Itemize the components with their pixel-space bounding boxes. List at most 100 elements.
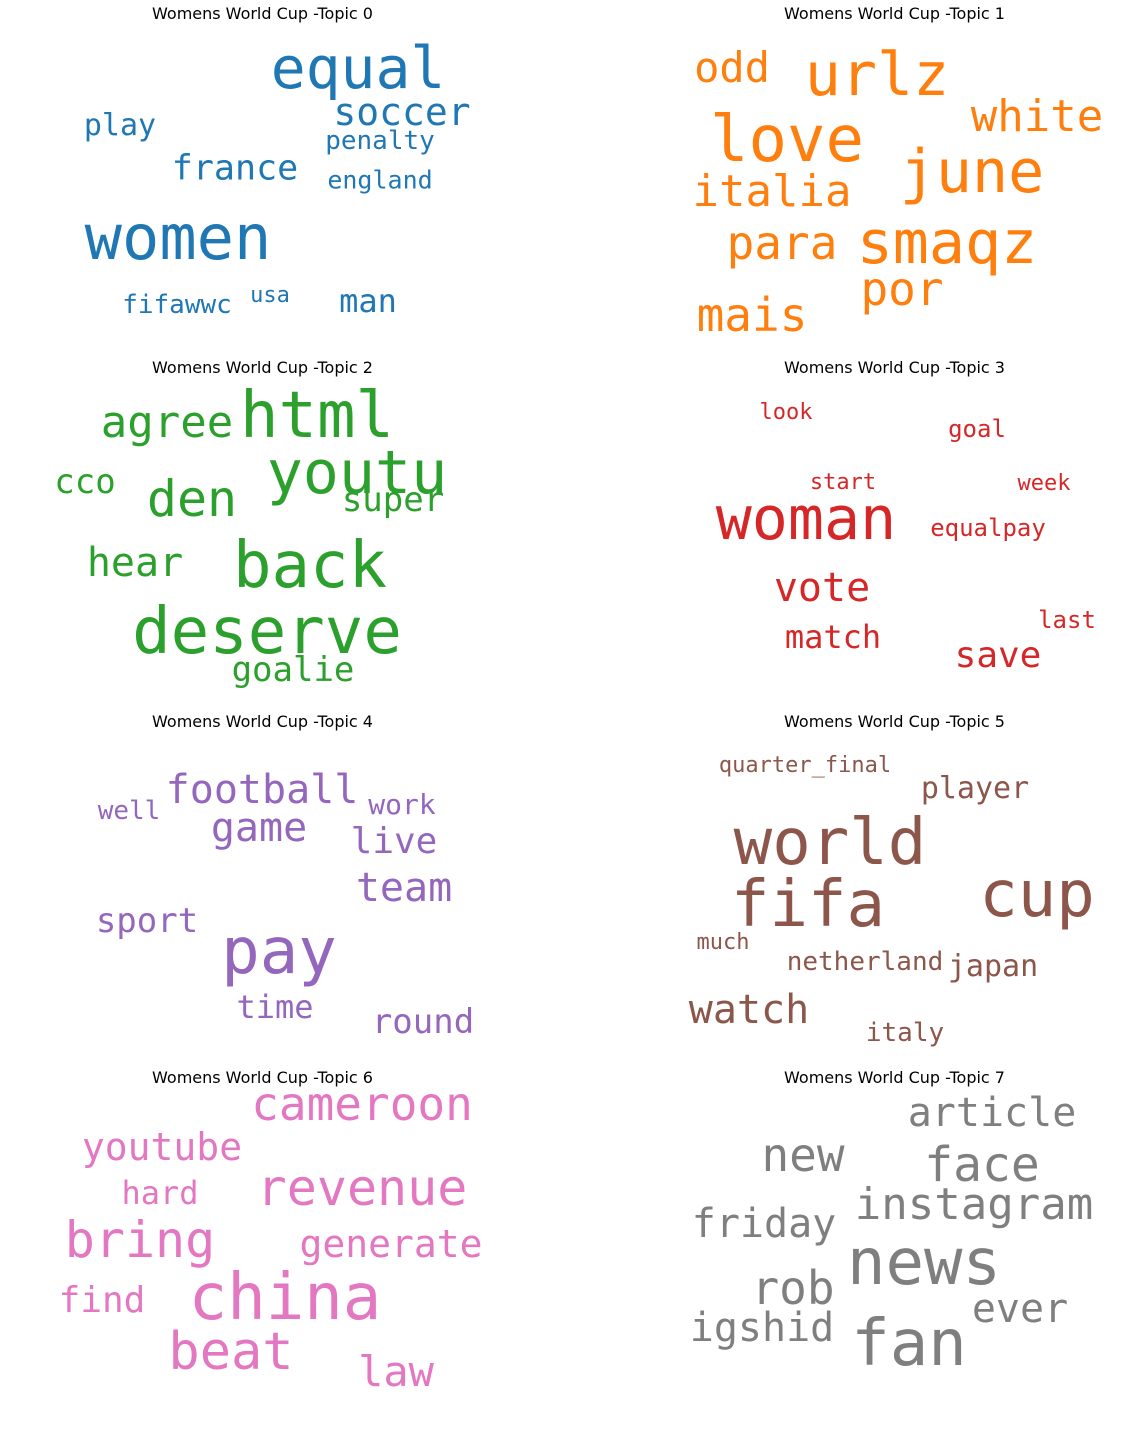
- word: china: [188, 1261, 382, 1335]
- word: odd: [694, 43, 770, 92]
- word: sport: [95, 901, 199, 941]
- word: well: [97, 796, 161, 826]
- word: white: [970, 91, 1104, 142]
- word: bring: [64, 1211, 216, 1269]
- word: football: [165, 767, 359, 813]
- word: cup: [979, 858, 1095, 932]
- word: penalty: [325, 126, 435, 156]
- word: hear: [86, 540, 184, 586]
- word: usa: [250, 283, 290, 308]
- word: html: [239, 379, 395, 453]
- topic-panel-4: Womens World Cup -Topic 4 football well wo…: [5, 708, 520, 1063]
- topic-panel-1: Womens World Cup -Topic 1 urlz odd love whi…: [637, 0, 1135, 355]
- word: world: [733, 806, 927, 880]
- word: time: [236, 988, 314, 1026]
- word-cloud: look goal start week woman equalpay vote last ma…: [637, 354, 1135, 709]
- word-cloud: football well work game live team sport pay time…: [5, 708, 520, 1063]
- word: den: [146, 470, 238, 528]
- word: hard: [121, 1174, 199, 1212]
- panel-title: Womens World Cup -Topic 0: [152, 4, 373, 23]
- word: women: [84, 201, 272, 274]
- word: england: [327, 165, 433, 195]
- word: mais: [696, 288, 808, 342]
- panel-title: Womens World Cup -Topic 5: [784, 712, 1005, 731]
- word: match: [784, 618, 882, 656]
- word: soccer: [333, 90, 471, 134]
- word: woman: [715, 484, 897, 554]
- word: france: [171, 148, 299, 189]
- word: igshid: [689, 1305, 835, 1351]
- word: cameroon: [251, 1077, 473, 1131]
- word: find: [58, 1280, 146, 1321]
- word: back: [232, 529, 388, 603]
- topic-panel-2: Womens World Cup -Topic 2 html agree youtu…: [5, 354, 520, 709]
- word-cloud: html agree youtu cco den super back hear deserve…: [5, 354, 520, 709]
- word: look: [759, 400, 813, 425]
- word: para: [726, 216, 838, 270]
- word: play: [83, 108, 157, 143]
- word: super: [341, 480, 445, 520]
- panel-title: Womens World Cup -Topic 4: [152, 712, 373, 731]
- topic-panel-7: Womens World Cup -Topic 7 article new face…: [637, 1062, 1135, 1422]
- word: pay: [221, 915, 337, 989]
- panel-title: Womens World Cup -Topic 1: [784, 4, 1005, 23]
- word: round: [371, 1002, 475, 1042]
- word: week: [1017, 471, 1071, 496]
- word-cloud: article new face instagram friday news rob ever…: [637, 1062, 1135, 1422]
- word: youtube: [81, 1125, 243, 1169]
- word: netherland: [786, 947, 944, 977]
- word: smaqz: [856, 208, 1038, 278]
- topic-panel-6: Womens World Cup -Topic 6 cameroon youtub…: [5, 1062, 520, 1422]
- word: ever: [971, 1286, 1069, 1332]
- word: quarter_final: [718, 753, 892, 778]
- word: italy: [865, 1018, 945, 1048]
- word: revenue: [256, 1159, 468, 1217]
- word: team: [355, 865, 453, 911]
- panel-title: Womens World Cup -Topic 6: [152, 1068, 373, 1087]
- word: watch: [688, 987, 810, 1033]
- word: friday: [691, 1201, 837, 1247]
- word: beat: [168, 1322, 294, 1382]
- word: vote: [773, 565, 871, 611]
- word: equal: [270, 34, 446, 102]
- word: love: [709, 103, 865, 177]
- word: rob: [751, 1261, 835, 1315]
- word: man: [339, 282, 397, 320]
- word: new: [761, 1128, 845, 1182]
- word: cco: [54, 462, 116, 502]
- word-cloud: equal women soccer france play penalty england…: [5, 0, 520, 355]
- word: fan: [851, 1307, 967, 1381]
- word: news: [846, 1226, 1002, 1300]
- word: instagram: [854, 1179, 1094, 1230]
- word: por: [860, 262, 944, 316]
- word: urlz: [804, 40, 950, 110]
- word: live: [350, 821, 438, 862]
- word: much: [696, 930, 750, 955]
- word-cloud: urlz odd love white june italia smaqz para por ma…: [637, 0, 1135, 355]
- word: italia: [692, 166, 852, 217]
- word: player: [920, 771, 1030, 806]
- word: agree: [100, 397, 234, 448]
- word: deserve: [132, 595, 402, 669]
- word: june: [899, 137, 1045, 207]
- topic-panel-3: Womens World Cup -Topic 3 look goal start w…: [637, 354, 1135, 709]
- word: fifa: [730, 868, 886, 942]
- topic-panel-0: Womens World Cup -Topic 0 equal women socc…: [5, 0, 520, 355]
- panel-title: Womens World Cup -Topic 7: [784, 1068, 1005, 1087]
- panel-title: Womens World Cup -Topic 2: [152, 358, 373, 377]
- word: face: [924, 1137, 1040, 1193]
- word: equalpay: [930, 514, 1046, 542]
- word: work: [368, 788, 436, 821]
- word: start: [809, 470, 877, 495]
- word: japan: [947, 949, 1039, 984]
- word: last: [1038, 606, 1096, 634]
- panel-title: Womens World Cup -Topic 3: [784, 358, 1005, 377]
- word: goalie: [231, 650, 355, 690]
- word-cloud: cameroon youtube revenue hard bring generate f…: [5, 1062, 520, 1422]
- word: save: [954, 635, 1042, 676]
- word: law: [358, 1347, 434, 1396]
- word: goal: [948, 415, 1006, 443]
- word: fifawwc: [122, 290, 232, 320]
